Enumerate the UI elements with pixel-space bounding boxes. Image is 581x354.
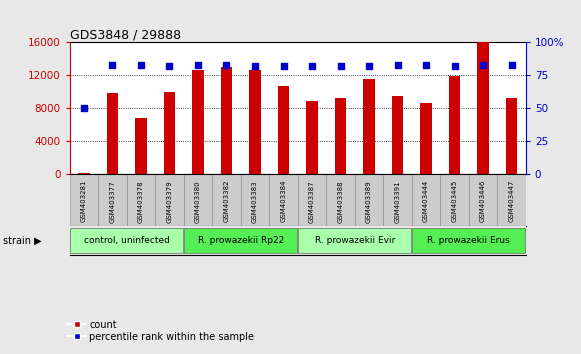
Text: GSM403384: GSM403384 xyxy=(281,180,286,222)
Text: GSM403281: GSM403281 xyxy=(81,180,87,222)
Point xyxy=(450,63,459,69)
FancyBboxPatch shape xyxy=(212,173,241,226)
Bar xyxy=(335,98,346,173)
Bar xyxy=(164,92,175,173)
FancyBboxPatch shape xyxy=(413,228,525,253)
FancyBboxPatch shape xyxy=(241,173,269,226)
Text: GSM403388: GSM403388 xyxy=(338,180,343,223)
Bar xyxy=(506,98,517,173)
Text: R. prowazekii Evir: R. prowazekii Evir xyxy=(314,236,395,245)
Bar xyxy=(249,69,261,173)
Bar xyxy=(107,93,118,173)
FancyBboxPatch shape xyxy=(497,173,526,226)
Bar xyxy=(449,76,460,173)
FancyBboxPatch shape xyxy=(70,173,98,226)
Text: GDS3848 / 29888: GDS3848 / 29888 xyxy=(70,28,181,41)
Text: GSM403382: GSM403382 xyxy=(224,180,229,222)
FancyBboxPatch shape xyxy=(327,173,355,226)
Bar xyxy=(392,96,403,173)
Text: R. prowazekii Erus: R. prowazekii Erus xyxy=(428,236,510,245)
Point xyxy=(108,62,117,68)
Text: GSM403444: GSM403444 xyxy=(423,180,429,222)
Text: R. prowazekii Rp22: R. prowazekii Rp22 xyxy=(198,236,284,245)
Text: GSM403446: GSM403446 xyxy=(480,180,486,222)
Point xyxy=(307,63,317,69)
Text: control, uninfected: control, uninfected xyxy=(84,236,170,245)
Text: GSM403389: GSM403389 xyxy=(366,180,372,223)
Text: GSM403380: GSM403380 xyxy=(195,180,201,223)
FancyBboxPatch shape xyxy=(469,173,497,226)
FancyBboxPatch shape xyxy=(440,173,469,226)
FancyBboxPatch shape xyxy=(298,173,327,226)
Bar xyxy=(278,86,289,173)
Point xyxy=(421,62,431,68)
FancyBboxPatch shape xyxy=(355,173,383,226)
Text: GSM403378: GSM403378 xyxy=(138,180,144,223)
Text: strain ▶: strain ▶ xyxy=(3,235,41,245)
FancyBboxPatch shape xyxy=(298,228,411,253)
Text: GSM403377: GSM403377 xyxy=(109,180,116,223)
FancyBboxPatch shape xyxy=(127,173,155,226)
Bar xyxy=(135,118,146,173)
FancyBboxPatch shape xyxy=(184,228,297,253)
FancyBboxPatch shape xyxy=(98,173,127,226)
Point xyxy=(137,62,146,68)
Point xyxy=(478,62,487,68)
Point xyxy=(393,62,402,68)
Point xyxy=(193,62,203,68)
Point xyxy=(336,63,345,69)
FancyBboxPatch shape xyxy=(184,173,212,226)
Point xyxy=(364,63,374,69)
Text: GSM403391: GSM403391 xyxy=(394,180,400,223)
Text: GSM403387: GSM403387 xyxy=(309,180,315,223)
Bar xyxy=(420,103,432,173)
FancyBboxPatch shape xyxy=(269,173,298,226)
Text: GSM403383: GSM403383 xyxy=(252,180,258,223)
Legend: count, percentile rank within the sample: count, percentile rank within the sample xyxy=(63,316,258,346)
Bar xyxy=(478,42,489,173)
Point xyxy=(250,63,260,69)
Point xyxy=(507,62,516,68)
Bar xyxy=(363,79,375,173)
Point xyxy=(80,105,89,111)
FancyBboxPatch shape xyxy=(383,173,412,226)
Bar xyxy=(306,102,318,173)
Text: GSM403445: GSM403445 xyxy=(451,180,458,222)
FancyBboxPatch shape xyxy=(70,228,183,253)
Point xyxy=(222,62,231,68)
Bar xyxy=(192,70,204,173)
FancyBboxPatch shape xyxy=(412,173,440,226)
Point xyxy=(279,63,288,69)
Text: GSM403379: GSM403379 xyxy=(167,180,173,223)
Point xyxy=(165,63,174,69)
FancyBboxPatch shape xyxy=(155,173,184,226)
Text: GSM403447: GSM403447 xyxy=(508,180,515,222)
Bar xyxy=(221,67,232,173)
